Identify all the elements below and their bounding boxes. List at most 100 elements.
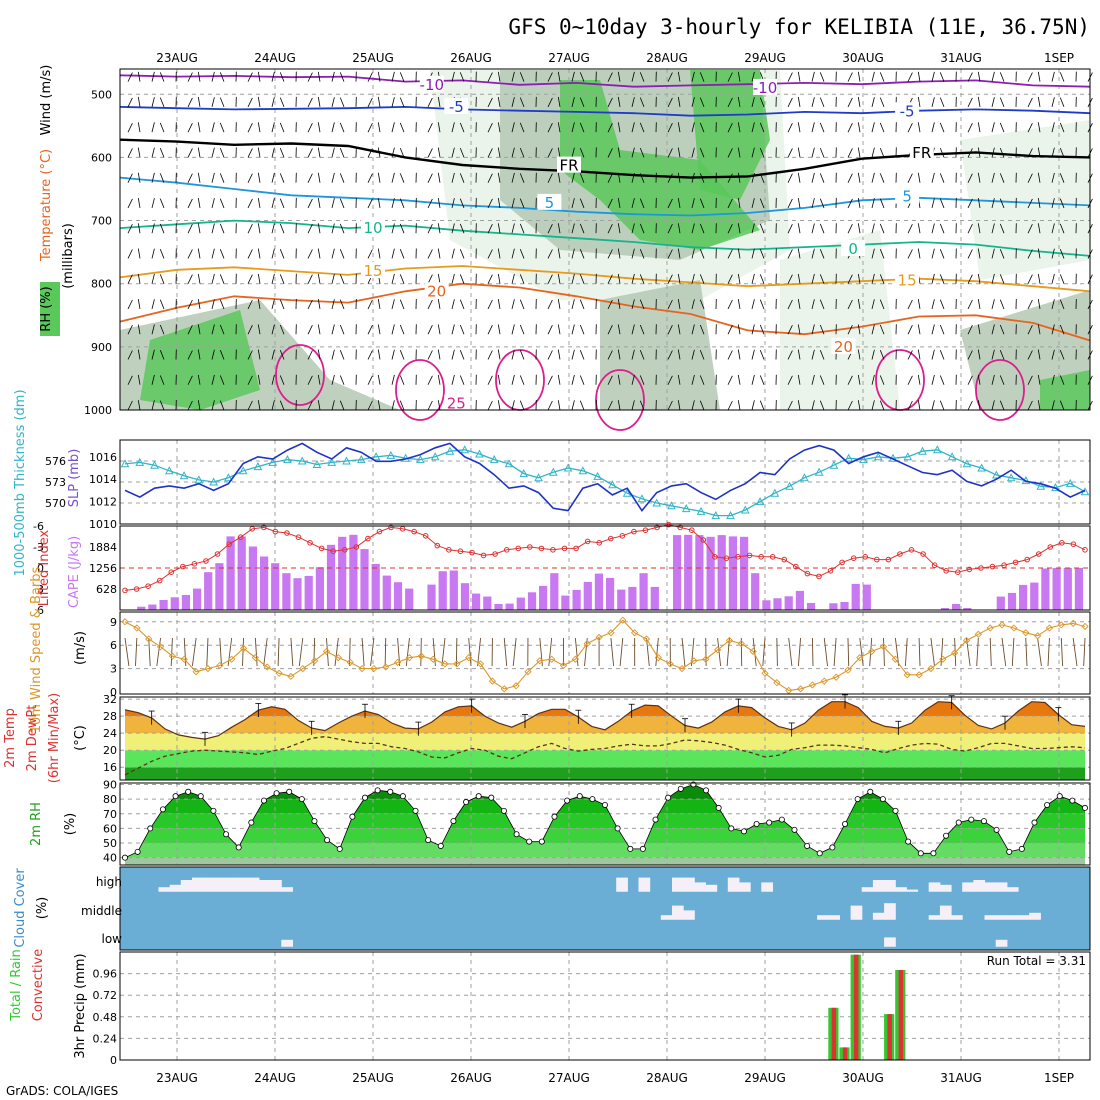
- contour-label: 25: [447, 395, 466, 413]
- y-tick-label: 0.24: [93, 1032, 118, 1045]
- wind-barb: [991, 147, 995, 158]
- wind-barb: [271, 299, 275, 310]
- wind-barb: [879, 400, 885, 411]
- rh-band: [125, 784, 1085, 800]
- wind-barb: [437, 198, 441, 208]
- date-tick-top: 29AUG: [744, 51, 786, 65]
- wind-barb: [907, 325, 913, 335]
- lifted-index-marker: [214, 551, 221, 557]
- thickness-marker: [342, 456, 351, 465]
- wind-barb: [1027, 224, 1033, 234]
- wind-barb: [607, 274, 613, 284]
- wind-barb: [967, 72, 973, 82]
- wind-barb: [579, 400, 585, 411]
- wind-barb: [459, 122, 465, 133]
- lifted-index-marker: [318, 545, 325, 552]
- wind-barb: [197, 172, 201, 183]
- wind-barb: [1037, 122, 1041, 133]
- wind-barb: [991, 71, 995, 82]
- slp-line: [124, 442, 1086, 512]
- wind-barb: [751, 71, 755, 82]
- thickness-marker: [696, 506, 706, 515]
- wind-barb: [999, 350, 1005, 360]
- wind-barb: [631, 71, 635, 82]
- rh-marker: [399, 793, 406, 800]
- wind-barb: [727, 375, 733, 385]
- wind-barb: [879, 299, 885, 310]
- wind-barb: [487, 224, 493, 234]
- wind-barb: [639, 223, 645, 234]
- wind-barb: [331, 400, 335, 411]
- thickness-marker: [297, 456, 307, 465]
- cloud-bar-high: [672, 877, 684, 892]
- cloud-bar-high: [270, 880, 282, 892]
- wind-barb: [699, 299, 705, 310]
- contour-label: 15: [363, 262, 382, 280]
- wind-barb: [607, 173, 613, 183]
- wind-barb: [307, 375, 313, 385]
- wind-barb: [977, 71, 981, 82]
- cloud-bar-middle: [984, 915, 997, 920]
- wind-barb: [257, 223, 261, 234]
- wind-barb: [187, 350, 193, 360]
- wind-barb: [187, 72, 193, 82]
- wind-speed-marker: [595, 633, 603, 642]
- wind-barb: [737, 122, 741, 133]
- left-tick-label: 573: [45, 476, 66, 489]
- panel-frame: [119, 782, 1091, 866]
- cape-bar: [472, 593, 481, 610]
- wind-barb: [917, 248, 921, 259]
- wind-speed-marker: [334, 654, 342, 662]
- wind-barb: [999, 375, 1005, 385]
- wind-speed-marker: [393, 658, 402, 666]
- cape-bar: [628, 586, 637, 610]
- wind-barb: [667, 274, 673, 284]
- wind-barb: [159, 173, 165, 183]
- wind-barb: [857, 400, 861, 411]
- wind-barb: [967, 325, 973, 335]
- wind-barb: [727, 123, 733, 133]
- wind-barb: [211, 122, 215, 133]
- wind-barb: [451, 172, 455, 183]
- wind-barb: [579, 173, 585, 183]
- contour-label: -10: [420, 76, 445, 94]
- wind-barb: [557, 147, 561, 158]
- cape-bar: [193, 588, 202, 610]
- wind-barb: [751, 349, 755, 360]
- wind-barb: [759, 350, 765, 360]
- temperature-band: [125, 733, 1085, 751]
- wind-barb: [451, 273, 455, 284]
- wind-barb: [751, 324, 755, 335]
- isotherm-line: [119, 265, 1091, 293]
- wind-speed-marker: [666, 660, 674, 668]
- wind-barb: [339, 299, 345, 310]
- wind-barb: [871, 97, 875, 107]
- wind-barb: [137, 400, 141, 411]
- rh-shading-region: [960, 120, 1090, 280]
- wind-barb: [857, 273, 861, 284]
- wind-speed-marker: [832, 673, 840, 681]
- wind-barb: [639, 97, 645, 108]
- panel-frame: [119, 611, 1091, 695]
- wind-barb: [939, 147, 945, 158]
- wind-barb: [883, 637, 885, 667]
- contour-label-bg: [419, 75, 444, 92]
- wind-barb: [127, 148, 133, 158]
- y-tick-label: 500: [91, 88, 112, 101]
- wind-speed-line: [124, 619, 1086, 691]
- wind-barb: [607, 249, 613, 259]
- wind-barb: [519, 97, 525, 108]
- rh-marker: [740, 828, 747, 835]
- wind-barb: [399, 173, 405, 183]
- rh-marker: [526, 838, 533, 845]
- wind-barb: [737, 223, 741, 234]
- wind-barb: [699, 72, 705, 82]
- y-tick-label: 800: [91, 278, 112, 291]
- thickness-marker: [873, 452, 883, 461]
- wind-barb: [307, 123, 313, 133]
- wind-barb: [894, 637, 900, 667]
- cape-bar: [561, 595, 570, 610]
- thickness-marker: [563, 463, 573, 472]
- wind-barb: [1037, 400, 1041, 411]
- wind-barb: [257, 147, 261, 158]
